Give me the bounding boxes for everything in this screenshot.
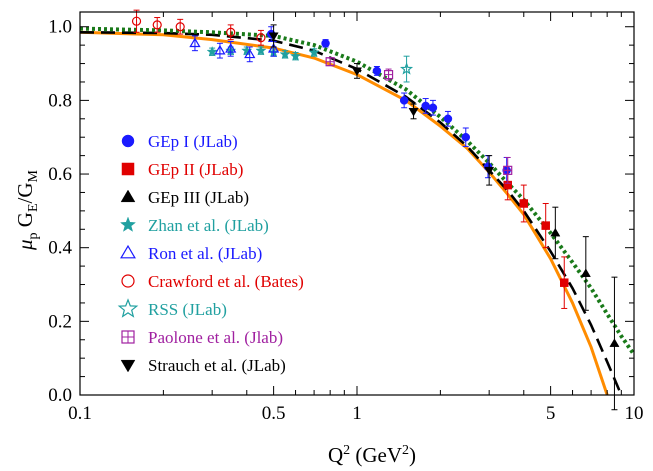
data-point <box>225 43 237 53</box>
data-point <box>461 132 471 142</box>
legend-marker <box>120 189 136 203</box>
data-point <box>609 338 620 347</box>
data-point <box>351 67 363 77</box>
data-point <box>550 227 561 237</box>
series-6 <box>399 55 414 83</box>
y-tick-label: 0.4 <box>48 238 72 259</box>
legend-label: GEp I (JLab) <box>148 132 238 151</box>
series-7 <box>325 57 513 184</box>
data-point <box>399 62 414 75</box>
data-point <box>541 221 550 230</box>
data-point <box>408 107 419 117</box>
data-point <box>443 114 453 124</box>
legend-label: Strauch et al. (JLab) <box>148 356 286 375</box>
legend-marker <box>117 298 139 318</box>
data-point <box>255 44 267 56</box>
data-point <box>241 44 253 56</box>
data-point <box>484 166 495 176</box>
y-axis-title: μp GE/GM <box>13 169 41 251</box>
legend-label: GEp III (JLab) <box>148 188 249 207</box>
legend-marker <box>121 162 135 176</box>
data-point <box>559 278 569 287</box>
data-point <box>308 46 320 58</box>
data-point <box>244 48 256 59</box>
series-8 <box>268 24 495 186</box>
data-point <box>399 96 409 105</box>
data-point <box>206 45 218 57</box>
data-points <box>131 9 620 411</box>
x-tick-label: 1 <box>352 403 362 424</box>
x-axis-title: Q2 (GeV2) <box>328 443 416 467</box>
data-point <box>189 37 201 48</box>
data-point <box>428 103 438 112</box>
y-tick-label: 0.2 <box>48 311 72 332</box>
legend-label: Ron et al. (JLab) <box>148 244 262 263</box>
data-point <box>279 48 291 60</box>
legend-marker <box>120 244 136 259</box>
data-point <box>226 27 236 37</box>
x-tick-label: 0.5 <box>262 403 286 424</box>
y-tick-label: 0.6 <box>48 164 72 185</box>
curve-1-line <box>80 31 623 395</box>
data-point <box>372 66 382 76</box>
data-point <box>421 101 430 111</box>
data-point <box>175 22 185 32</box>
y-tick-label: 0.0 <box>48 385 72 406</box>
data-point <box>267 43 280 53</box>
y-ticks: 0.0 0.2 0.4 0.6 0.8 1.0 <box>48 17 634 406</box>
legend-marker <box>121 134 135 148</box>
legend-label: Paolone et al. (Jlab) <box>148 328 283 347</box>
legend-marker <box>119 216 137 232</box>
series-1 <box>503 169 569 309</box>
data-point <box>321 39 330 48</box>
series-5 <box>131 9 266 46</box>
data-point <box>519 199 529 208</box>
x-tick-label: 10 <box>625 403 644 424</box>
data-point <box>268 32 279 42</box>
legend-marker <box>121 274 135 288</box>
y-tick-label: 0.8 <box>48 90 72 111</box>
data-point <box>256 33 266 43</box>
x-ticks: 0.1 0.5 1 5 10 <box>68 12 644 424</box>
legend-marker <box>120 359 136 373</box>
data-point <box>152 20 162 30</box>
legend-label: RSS (JLab) <box>148 300 227 319</box>
legend-label: Crawford et al. (Bates) <box>148 272 304 291</box>
series-0 <box>266 26 511 184</box>
series-4 <box>189 35 280 63</box>
legend: GEp I (JLab) GEp II (JLab) GEp III (JLab) Z… <box>117 132 304 375</box>
data-point <box>131 16 142 26</box>
x-tick-label: 0.1 <box>68 403 92 424</box>
data-point <box>214 44 226 55</box>
x-tick-label: 5 <box>546 403 556 424</box>
legend-label: Zhan et al. (JLab) <box>148 216 269 235</box>
data-point <box>580 268 591 277</box>
legend-label: GEp II (JLab) <box>148 160 243 179</box>
series-2 <box>550 206 620 411</box>
curve-2-line <box>80 26 634 356</box>
data-point <box>289 50 302 61</box>
y-tick-label: 1.0 <box>48 17 72 38</box>
